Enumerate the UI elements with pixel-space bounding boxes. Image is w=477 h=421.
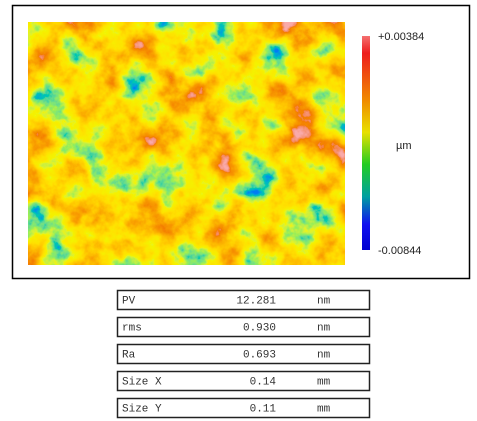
screen: +0.00384 µm -0.00844 PV 12.281 nm rms 0.930 n… [0, 0, 477, 421]
row-label: PV [122, 295, 136, 307]
scale-min: -0.00844 [378, 245, 421, 257]
row-unit: mm [317, 403, 331, 415]
stats-table: PV 12.281 nm rms 0.930 nm Ra 0.693 nm Size X 0.14 m… [118, 291, 370, 418]
row-label: Ra [122, 349, 136, 361]
row-label: Size X [122, 376, 162, 388]
page: +0.00384 µm -0.00844 PV 12.281 nm rms 0.930 n… [0, 0, 477, 421]
color-scale [362, 36, 370, 250]
row-unit: mm [317, 376, 331, 388]
row-value: 0.693 [243, 349, 276, 361]
row-value: 0.930 [243, 322, 276, 334]
row-unit: nm [317, 349, 331, 361]
surface-map [28, 22, 345, 265]
row-value: 0.11 [250, 403, 277, 415]
row-value: 12.281 [236, 295, 276, 307]
row-value: 0.14 [250, 376, 277, 388]
scale-unit: µm [396, 140, 412, 152]
row-label: rms [122, 322, 142, 334]
scale-max: +0.00384 [378, 31, 424, 43]
row-unit: nm [317, 322, 331, 334]
row-label: Size Y [122, 403, 162, 415]
row-unit: nm [317, 295, 331, 307]
